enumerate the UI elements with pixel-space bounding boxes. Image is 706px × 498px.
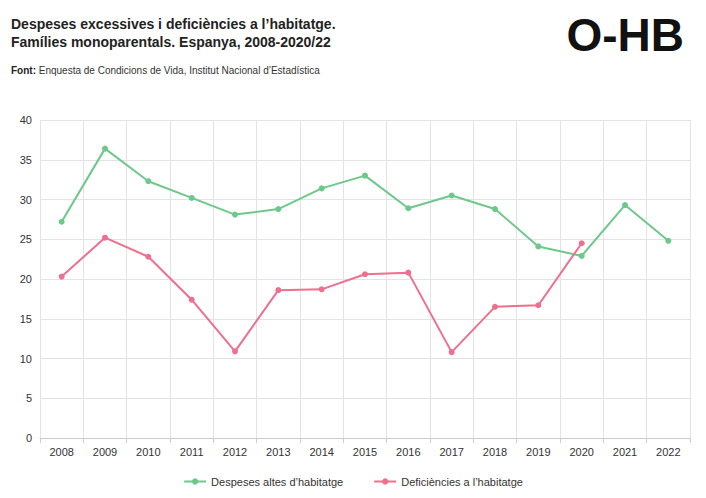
svg-text:O-HB: O-HB <box>566 9 684 61</box>
svg-text:15: 15 <box>20 313 32 325</box>
svg-text:2011: 2011 <box>180 446 204 458</box>
svg-text:2010: 2010 <box>136 446 160 458</box>
svg-text:25: 25 <box>20 233 32 245</box>
svg-text:Font:: Font: <box>11 65 36 76</box>
svg-text:Enquesta de Condicions de Vida: Enquesta de Condicions de Vida, Institut… <box>36 65 320 76</box>
svg-text:Famílies monoparentals. Espany: Famílies monoparentals. Espanya, 2008-20… <box>11 34 331 50</box>
svg-text:Deficiències a l’habitatge: Deficiències a l’habitatge <box>401 476 523 488</box>
svg-text:20: 20 <box>20 273 32 285</box>
svg-text:2009: 2009 <box>93 446 117 458</box>
svg-text:2020: 2020 <box>569 446 593 458</box>
svg-text:0: 0 <box>26 432 32 444</box>
svg-text:Despeses excessives i deficièn: Despeses excessives i deficiències a l’h… <box>11 16 339 32</box>
svg-text:10: 10 <box>20 353 32 365</box>
svg-text:40: 40 <box>20 114 32 126</box>
svg-text:2017: 2017 <box>439 446 463 458</box>
svg-text:2008: 2008 <box>49 446 73 458</box>
svg-text:2012: 2012 <box>223 446 247 458</box>
svg-text:2014: 2014 <box>309 446 333 458</box>
svg-text:2015: 2015 <box>353 446 377 458</box>
svg-text:Despeses altes d’habitatge: Despeses altes d’habitatge <box>211 476 343 488</box>
svg-text:35: 35 <box>20 154 32 166</box>
svg-text:2022: 2022 <box>656 446 680 458</box>
svg-text:2019: 2019 <box>526 446 550 458</box>
svg-text:2018: 2018 <box>483 446 507 458</box>
svg-text:30: 30 <box>20 194 32 206</box>
svg-text:5: 5 <box>26 392 32 404</box>
svg-text:2021: 2021 <box>613 446 637 458</box>
svg-text:2013: 2013 <box>266 446 290 458</box>
svg-text:2016: 2016 <box>396 446 420 458</box>
